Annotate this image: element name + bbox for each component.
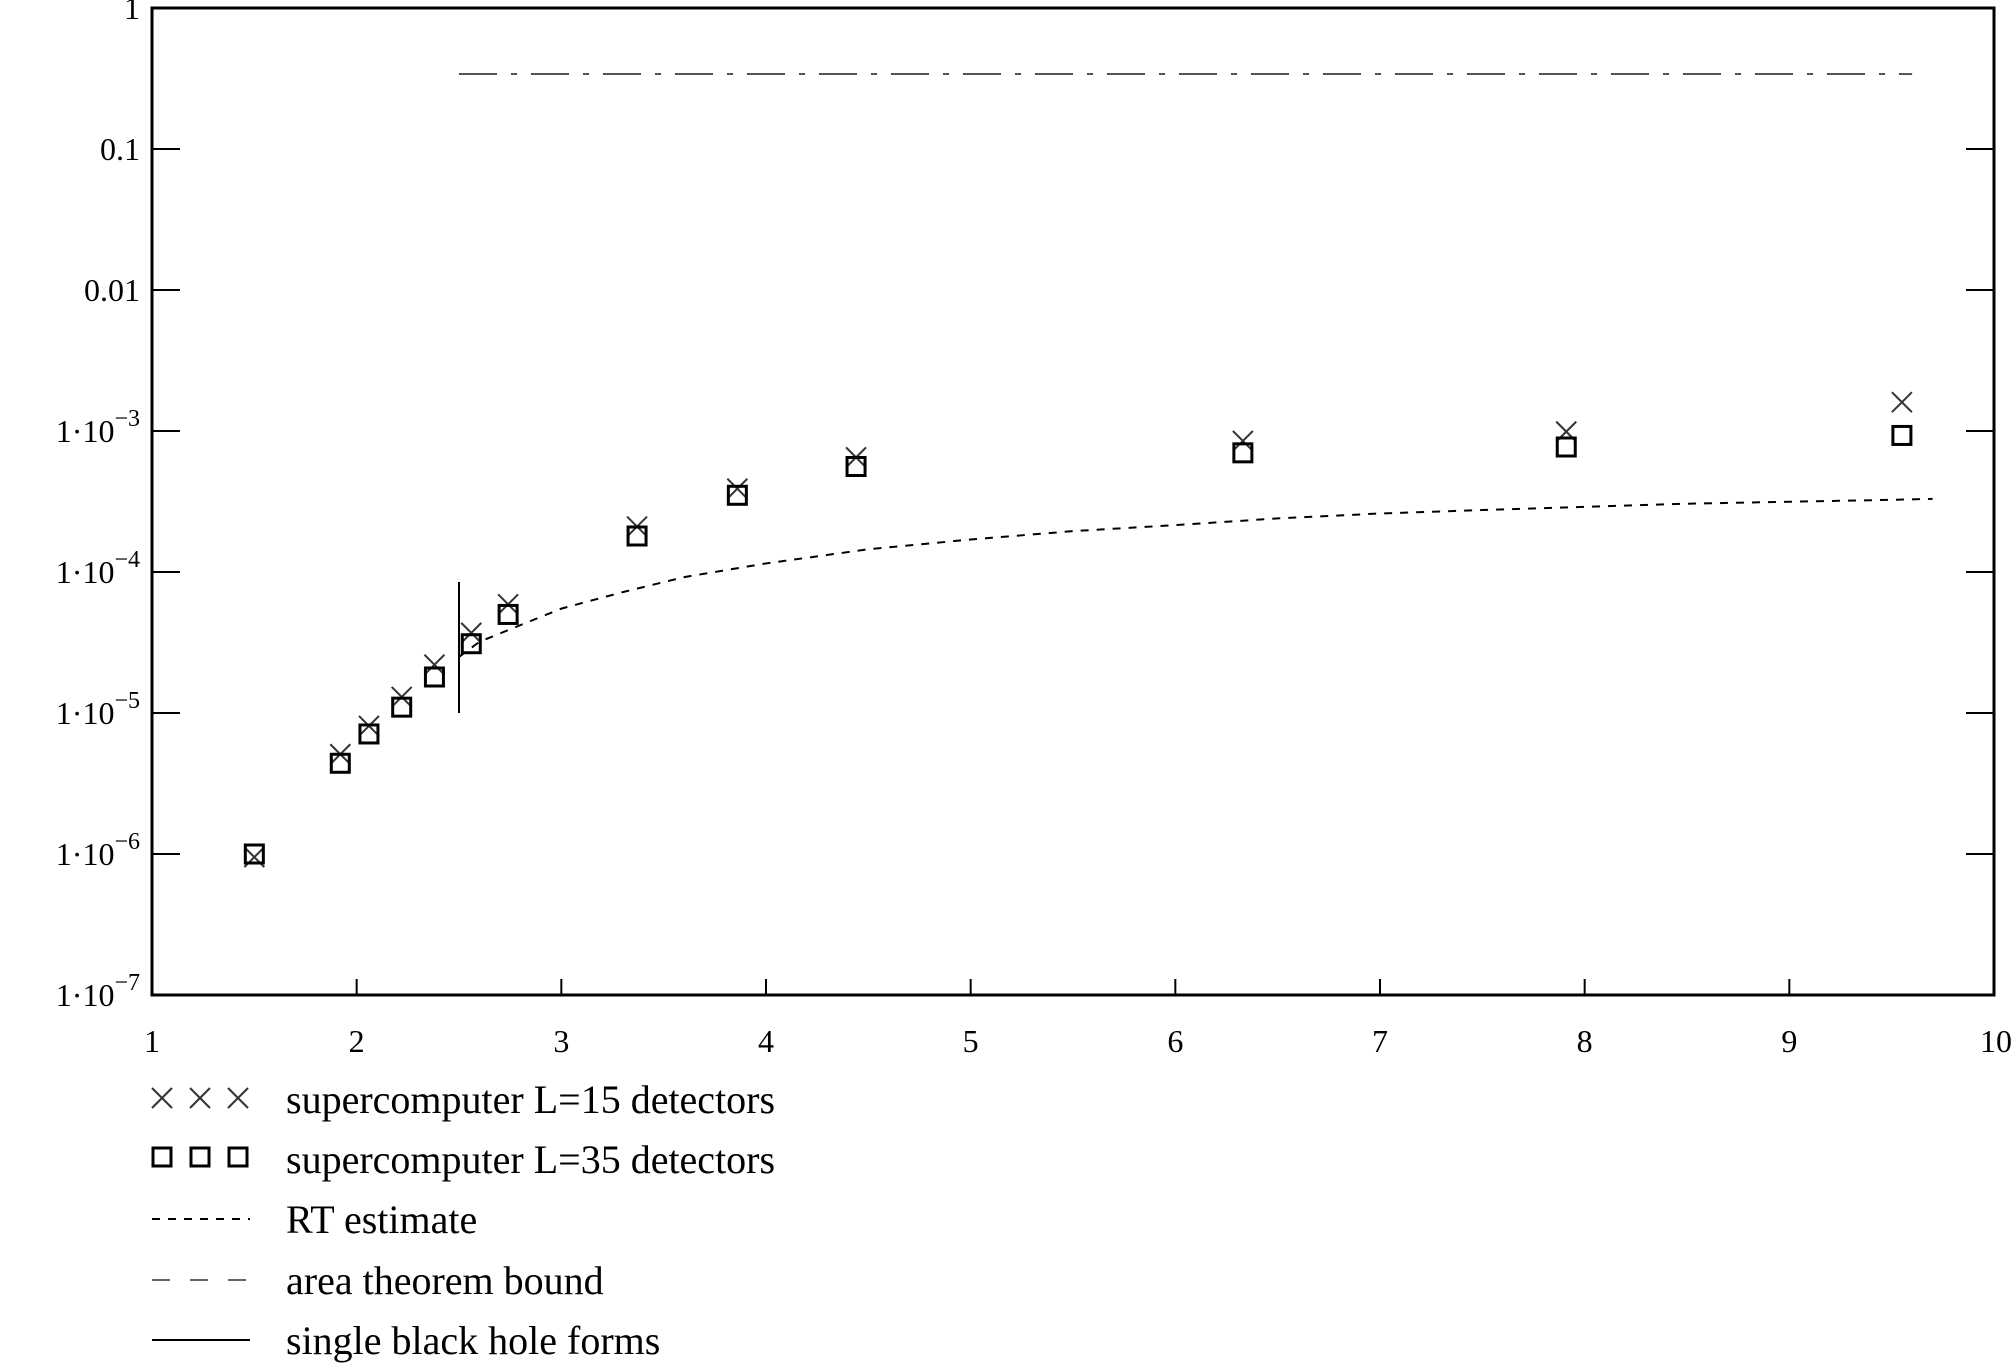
legend-item-l35: supercomputer L=35 detectors xyxy=(151,1137,775,1182)
data-point-l35 xyxy=(1232,442,1254,464)
data-point-l35 xyxy=(1891,424,1913,446)
x-tick-label: 6 xyxy=(1167,1023,1183,1059)
y-tick-label: 1·10−6 xyxy=(56,829,140,872)
axis-ticks xyxy=(151,7,1995,996)
legend: supercomputer L=15 detectors supercomput… xyxy=(151,1077,775,1363)
legend-symbol-x xyxy=(151,1087,249,1109)
y-tick-label-mantissa: 1·10 xyxy=(56,695,115,731)
data-point-l15 xyxy=(460,622,482,644)
legend-item-l15: supercomputer L=15 detectors xyxy=(151,1077,775,1122)
y-tick-label-mantissa: 1·10 xyxy=(56,413,115,449)
series-markers xyxy=(243,391,1913,868)
y-tick-label-exponent: −6 xyxy=(114,829,140,855)
data-point-l15 xyxy=(1232,430,1254,452)
x-tick-label: 5 xyxy=(963,1023,979,1059)
data-point-l35 xyxy=(329,752,351,774)
data-point-l35 xyxy=(497,603,519,625)
x-tick-label: 4 xyxy=(758,1023,774,1059)
data-point-l35 xyxy=(726,484,748,506)
data-point-l15 xyxy=(1891,391,1913,413)
data-point-l15 xyxy=(726,477,749,500)
data-point-l15 xyxy=(423,654,446,676)
y-tick-label: 1·10−4 xyxy=(56,547,140,590)
data-point-l35 xyxy=(845,456,867,478)
y-tick-label-exponent: −5 xyxy=(114,688,140,714)
data-point-l35 xyxy=(358,723,380,745)
y-tick-label-exponent: −3 xyxy=(114,406,140,432)
legend-label-single: single black hole forms xyxy=(286,1318,660,1363)
x-marker-stroke xyxy=(460,622,482,644)
y-tick-label: 1·10−3 xyxy=(56,406,140,449)
legend-label-l15: supercomputer L=15 detectors xyxy=(286,1077,775,1122)
legend-label-l35: supercomputer L=35 detectors xyxy=(286,1137,775,1182)
y-axis-tick-labels: 10.10.011·10−31·10−41·10−51·10−61·10−7 xyxy=(56,0,140,1013)
y-tick-label: 1·10−5 xyxy=(56,688,140,731)
x-tick-label: 8 xyxy=(1577,1023,1593,1059)
legend-item-area: area theorem bound xyxy=(152,1258,604,1303)
y-tick-label: 0.1 xyxy=(100,131,140,167)
data-point-l35 xyxy=(243,843,265,865)
legend-label-rt: RT estimate xyxy=(286,1197,477,1242)
x-tick-label: 2 xyxy=(349,1023,365,1059)
y-tick-label-exponent: −7 xyxy=(114,970,140,996)
x-tick-label: 3 xyxy=(553,1023,569,1059)
y-tick-label: 0.01 xyxy=(84,272,140,308)
x-tick-label: 1 xyxy=(144,1023,160,1059)
x-tick-label: 10 xyxy=(1980,1023,2012,1059)
legend-item-single: single black hole forms xyxy=(152,1318,660,1363)
data-point-l35 xyxy=(460,633,482,655)
data-point-l35 xyxy=(391,696,413,718)
legend-label-area: area theorem bound xyxy=(286,1258,604,1303)
y-tick-label-mantissa: 1·10 xyxy=(56,554,115,590)
y-tick-label: 1·10−7 xyxy=(56,970,140,1013)
series-lines xyxy=(458,73,1933,713)
x-tick-label: 9 xyxy=(1781,1023,1797,1059)
x-marker-stroke xyxy=(1232,430,1254,452)
y-tick-label-exponent: −4 xyxy=(114,547,140,573)
data-point-l35 xyxy=(423,666,445,688)
y-tick-label-mantissa: 1·10 xyxy=(56,977,115,1013)
data-point-l35 xyxy=(1555,436,1577,458)
x-marker-stroke xyxy=(423,654,446,676)
y-tick-label: 1 xyxy=(124,0,140,26)
legend-item-rt: RT estimate xyxy=(152,1197,477,1242)
x-axis-tick-labels: 1 2 3 4 5 6 7 8 9 10 xyxy=(144,1023,2012,1059)
data-point-l35 xyxy=(626,525,648,547)
legend-symbol-square xyxy=(151,1146,249,1168)
x-marker-stroke xyxy=(726,477,749,500)
rt-estimate-line xyxy=(458,497,1933,658)
x-marker-stroke xyxy=(1891,391,1913,413)
y-tick-label-mantissa: 1·10 xyxy=(56,836,115,872)
x-tick-label: 7 xyxy=(1372,1023,1388,1059)
plot-frame xyxy=(150,6,1996,997)
